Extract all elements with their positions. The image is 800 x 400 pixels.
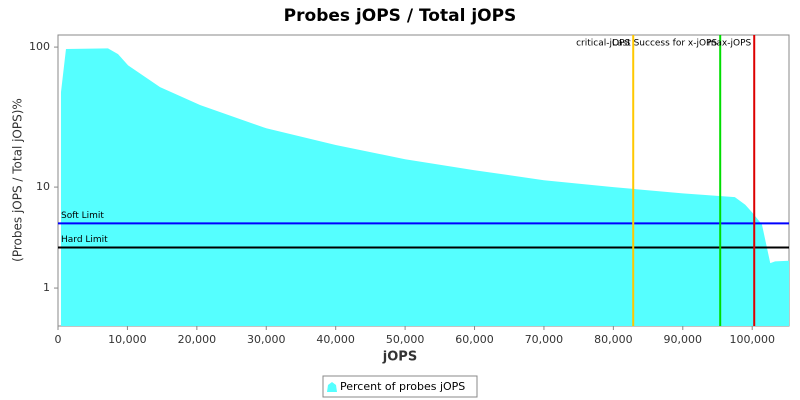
marker-label: Soft Limit <box>61 211 104 221</box>
x-tick-label: 100,000 <box>729 333 775 346</box>
x-tick-label: 60,000 <box>455 333 494 346</box>
x-tick-label: 40,000 <box>316 333 355 346</box>
legend <box>322 375 478 398</box>
x-tick-label: 90,000 <box>664 333 703 346</box>
x-tick-label: 50,000 <box>386 333 425 346</box>
x-tick-label: 70,000 <box>525 333 564 346</box>
x-tick-label: 10,000 <box>108 333 147 346</box>
area <box>60 48 789 326</box>
chart-title: Probes jOPS / Total jOPS <box>284 6 517 26</box>
y-tick-label: 1 <box>43 281 50 294</box>
x-tick-label: 0 <box>55 333 62 346</box>
x-tick-label: 30,000 <box>247 333 286 346</box>
legend-label: Percent of probes jOPS <box>340 380 465 393</box>
marker-label: Hard Limit <box>61 235 108 245</box>
y-tick-label: 10 <box>36 180 50 193</box>
marker-label: max-jOPS <box>708 39 752 49</box>
x-tick-label: 80,000 <box>594 333 633 346</box>
x-tick-label: 20,000 <box>178 333 217 346</box>
y-tick-label: 100 <box>29 40 50 53</box>
y-axis-label: (Probes jOPS / Total jOPS)% <box>11 98 25 262</box>
legend-marker <box>327 382 337 392</box>
marker-label: critical-jOPS <box>576 39 630 49</box>
marker-label: Last Success for x-jOPS <box>612 39 718 49</box>
x-axis-label: jOPS <box>382 350 417 365</box>
